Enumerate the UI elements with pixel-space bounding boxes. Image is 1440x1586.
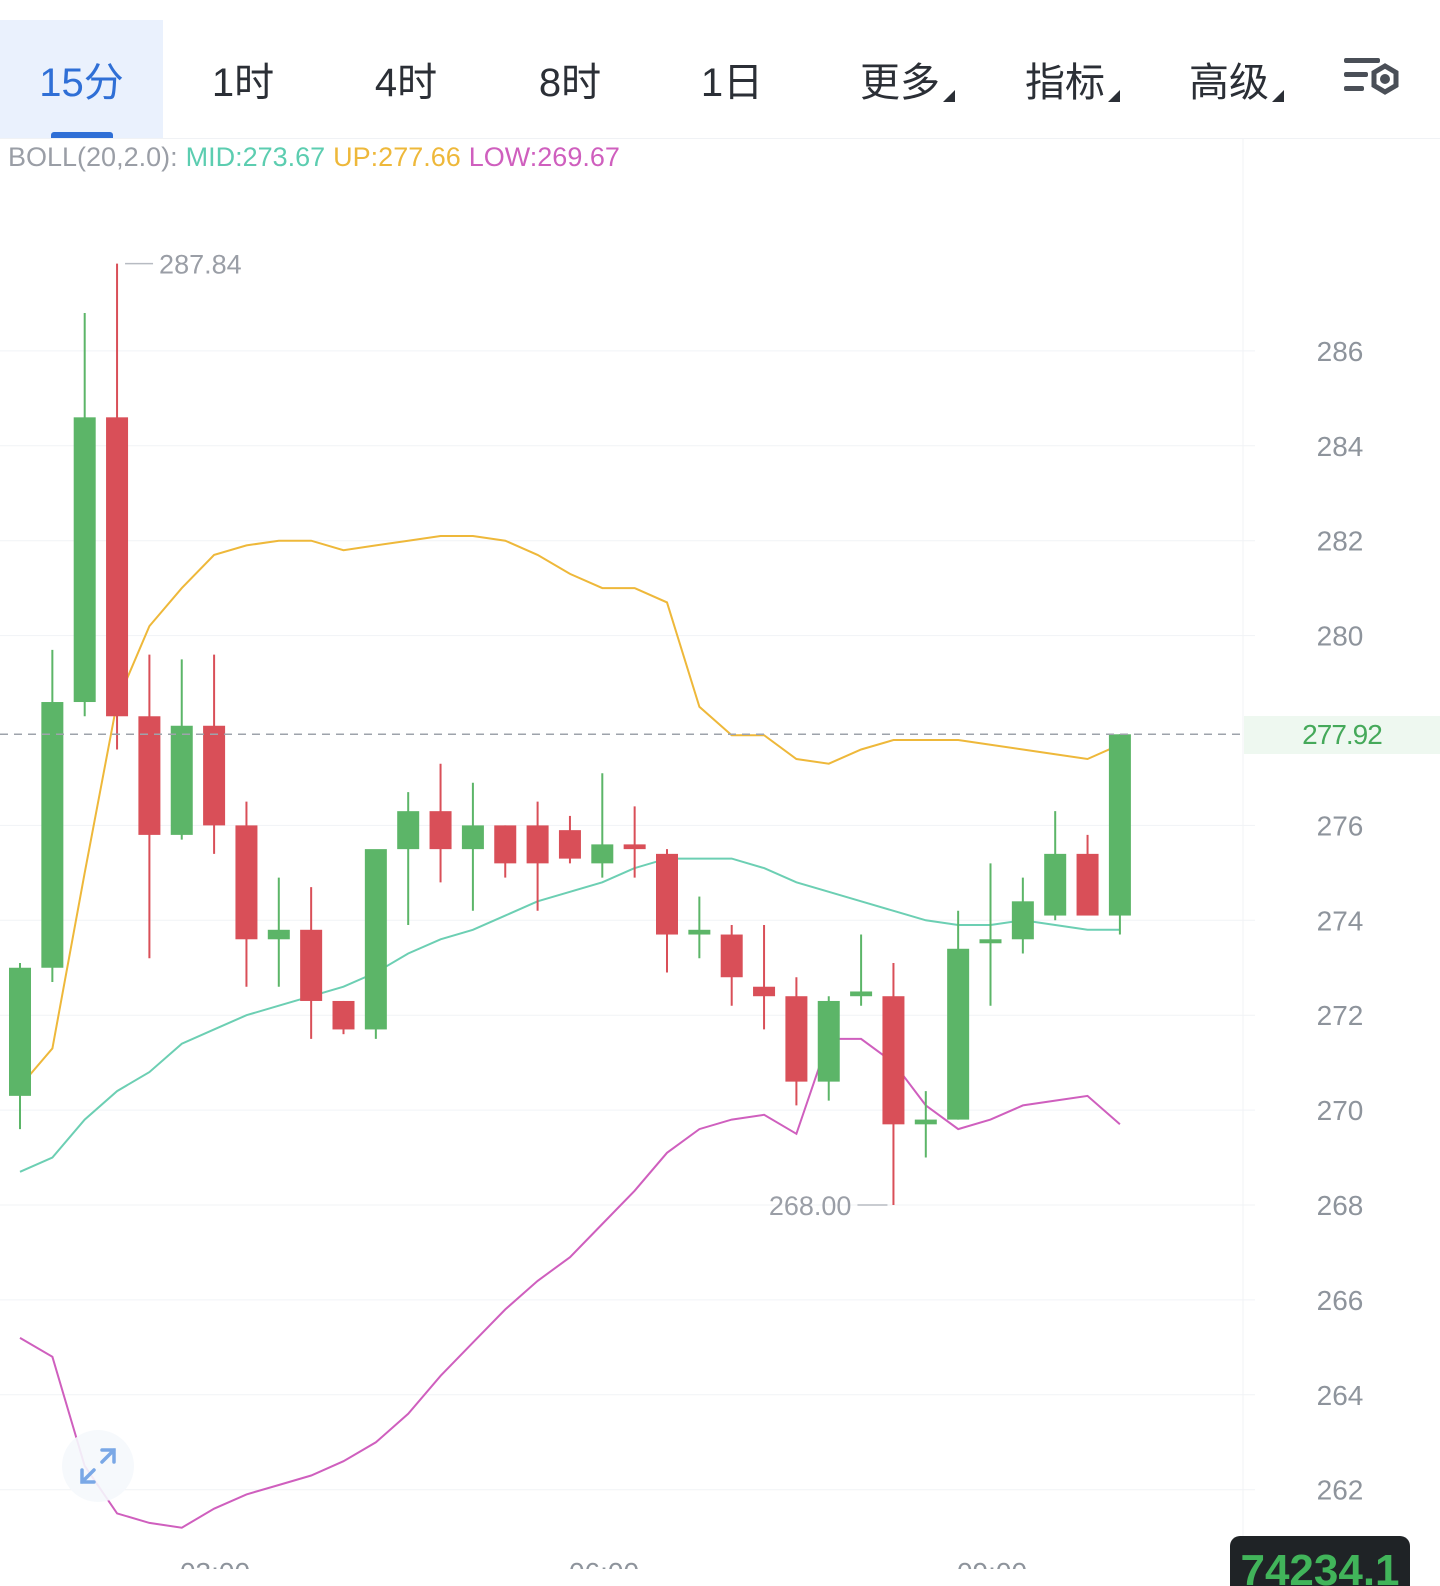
tab-4hour[interactable]: 4时 <box>323 20 489 138</box>
candle-up <box>1108 734 1131 916</box>
tab-label: 指标 <box>1025 61 1105 105</box>
candle-up <box>1044 853 1067 916</box>
expand-chart-button[interactable] <box>62 1430 134 1502</box>
x-tick-label: 06:00 <box>569 1557 639 1569</box>
candle-down <box>526 825 549 864</box>
candle-up <box>267 929 290 940</box>
candle-up <box>397 811 420 850</box>
active-tab-indicator <box>50 132 113 138</box>
candle-down <box>332 1000 355 1030</box>
min-price-label: 268.00 <box>769 1191 852 1221</box>
y-tick-label: 286 <box>1317 336 1364 367</box>
candle-down <box>235 825 258 940</box>
boll-low-value: LOW:269.67 <box>468 142 620 172</box>
y-tick-label: 272 <box>1317 1000 1364 1031</box>
y-tick-label: 280 <box>1317 621 1364 652</box>
y-tick-label: 266 <box>1317 1285 1364 1316</box>
tab-label: 1日 <box>700 61 764 105</box>
y-tick-label: 276 <box>1317 810 1364 841</box>
tab-more-dropdown[interactable]: 更多 <box>835 20 965 138</box>
tab-label: 4时 <box>374 61 438 105</box>
candle-up <box>364 849 387 1030</box>
boll-mid-value: MID:273.67 <box>185 142 326 172</box>
candle-down <box>138 716 161 835</box>
candle-down <box>656 853 678 935</box>
candle-up <box>41 702 64 968</box>
dropdown-caret-icon <box>943 90 955 102</box>
chart-settings-button[interactable] <box>1340 52 1404 108</box>
boll-up-value: UP:277.66 <box>333 142 461 172</box>
current-price-tag: 277.92 <box>1244 716 1440 754</box>
candle-up <box>817 1000 840 1082</box>
expand-arrows-icon <box>80 1448 116 1484</box>
candle-up <box>947 948 970 1120</box>
chart-settings-icon <box>1344 58 1399 95</box>
candle-up <box>461 825 484 850</box>
candlestick-chart[interactable]: 286 284 282 280 276 274 272 270 268 266 264 262 287.… <box>0 138 1440 1569</box>
candle-up <box>850 991 873 997</box>
boll-low-line <box>19 1037 1121 1529</box>
tab-8hour[interactable]: 8时 <box>489 20 651 138</box>
tab-15min[interactable]: 15分 <box>0 20 163 138</box>
candle-down <box>300 929 323 1001</box>
y-tick-label: 274 <box>1317 905 1364 936</box>
boll-legend: BOLL(20,2.0): MID:273.67 UP:277.66 LOW:269.… <box>8 142 628 173</box>
timeframe-tabbar: 15分 1时 4时 8时 1日 更多 指标 高级 <box>0 0 1440 139</box>
candle-down <box>785 996 808 1082</box>
y-tick-label: 264 <box>1317 1380 1364 1411</box>
tab-label: 更多 <box>860 61 940 105</box>
candle-down <box>1076 853 1099 916</box>
price-badge: 74234.1 <box>1230 1536 1410 1586</box>
candle-up <box>170 725 193 835</box>
tab-label: 1时 <box>211 61 275 105</box>
candle-down <box>882 996 905 1125</box>
candle-down <box>429 811 452 850</box>
candle-down <box>623 844 646 850</box>
candle-down <box>494 825 517 864</box>
candle-down <box>106 417 129 717</box>
tab-advanced-dropdown[interactable]: 高级 <box>1164 20 1294 138</box>
boll-up-line <box>19 535 1121 1088</box>
y-tick-label: 262 <box>1317 1475 1364 1506</box>
boll-name: BOLL(20,2.0): <box>8 142 178 172</box>
candle-up <box>591 844 614 864</box>
tab-label: 15分 <box>39 61 124 105</box>
tab-label: 8时 <box>538 61 602 105</box>
y-tick-label: 268 <box>1317 1190 1364 1221</box>
candle-up <box>73 417 96 703</box>
x-tick-label: 03:00 <box>180 1557 250 1569</box>
candle-down <box>203 725 226 826</box>
candle-up <box>914 1119 937 1125</box>
x-tick-label: 09:00 <box>957 1557 1027 1569</box>
tab-1hour[interactable]: 1时 <box>163 20 323 138</box>
candle-down <box>753 986 776 997</box>
candle-down <box>558 830 581 859</box>
tab-indicators-dropdown[interactable]: 指标 <box>1000 20 1130 138</box>
candle-down <box>720 934 743 978</box>
candle-up <box>9 967 31 1096</box>
candle-up <box>1011 901 1034 940</box>
y-tick-label: 282 <box>1317 526 1364 557</box>
dropdown-caret-icon <box>1108 90 1120 102</box>
candle-up <box>688 929 711 935</box>
tab-1day[interactable]: 1日 <box>651 20 813 138</box>
dropdown-caret-icon <box>1272 90 1284 102</box>
boll-mid-line <box>19 857 1120 1173</box>
max-price-label: 287.84 <box>159 250 242 280</box>
y-tick-label: 270 <box>1317 1095 1364 1126</box>
candle-up <box>979 939 1002 944</box>
y-tick-label: 284 <box>1317 431 1364 462</box>
tab-label: 高级 <box>1189 61 1269 105</box>
